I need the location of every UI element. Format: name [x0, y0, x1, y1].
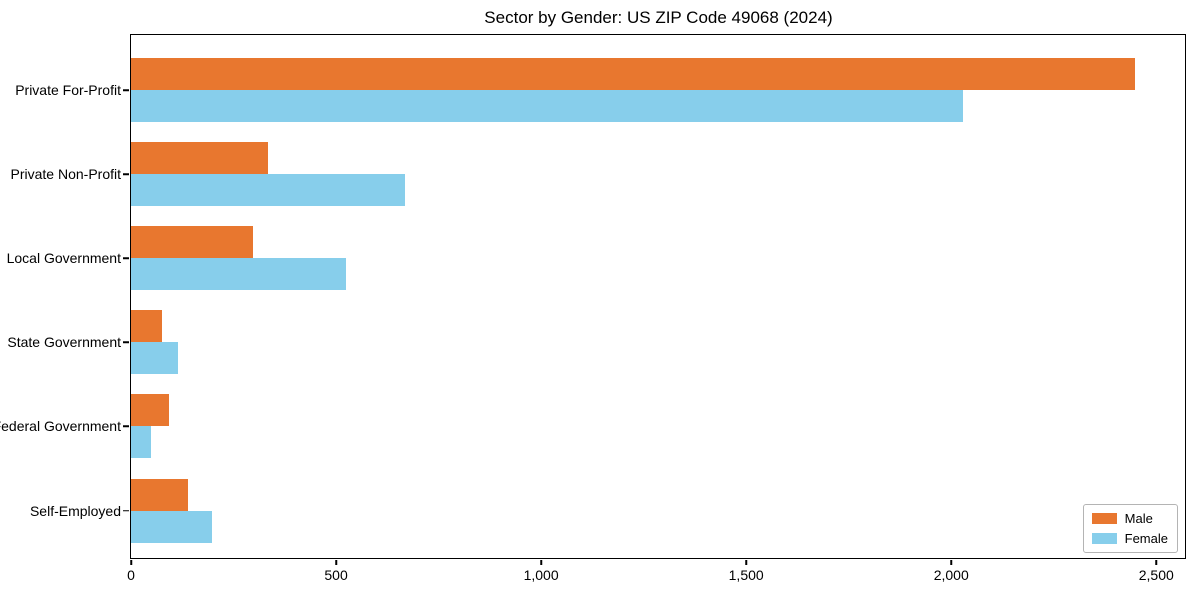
chart-title: Sector by Gender: US ZIP Code 49068 (202…: [484, 8, 833, 27]
bar-male-1: [131, 142, 269, 175]
legend: Male Female: [1082, 504, 1178, 553]
y-tick-label: State Government: [7, 334, 121, 351]
y-tick-label: Self-Employed: [29, 502, 121, 519]
x-tick-mark: [130, 559, 132, 565]
bar-female-5: [131, 510, 213, 543]
plot-area: Private For-Profit Private Non-Profit Loca…: [0, 34, 1186, 583]
legend-row: Male: [1091, 511, 1168, 526]
x-tick-mark: [540, 559, 542, 565]
x-tick-label: 1,500: [728, 567, 764, 583]
legend-row: Female: [1091, 531, 1168, 546]
bar-female-3: [131, 342, 178, 375]
x-tick-label: 1,000: [523, 567, 559, 583]
x-tick-label: 2,000: [933, 567, 969, 583]
legend-swatch-female: [1091, 533, 1117, 544]
bar-female-1: [131, 174, 405, 207]
y-tick-label: Private For-Profit: [15, 82, 121, 98]
y-tick-mark: [123, 425, 129, 428]
y-tick-mark: [123, 341, 129, 344]
y-tick-mark: [123, 89, 129, 91]
bar-female-2: [131, 258, 346, 291]
legend-swatch-male: [1091, 513, 1117, 524]
x-tick-mark: [950, 559, 952, 565]
y-tick-label: Private Non-Profit: [10, 166, 121, 183]
bar-female-0: [131, 90, 963, 122]
y-tick-mark: [123, 257, 129, 259]
bar-male-4: [131, 394, 170, 427]
x-tick-mark: [335, 559, 337, 565]
legend-label: Female: [1124, 531, 1168, 546]
x-tick-label: 0: [127, 567, 135, 583]
x-tick-label: 2,500: [1138, 567, 1174, 583]
x-tick-mark: [745, 559, 747, 565]
x-tick-mark: [1155, 559, 1158, 565]
bar-male-2: [131, 226, 253, 259]
y-tick-label: Federal Government: [0, 418, 121, 435]
y-tick-mark: [123, 509, 129, 512]
bar-male-0: [131, 58, 1135, 90]
bar-male-3: [131, 310, 163, 343]
bar-female-4: [131, 426, 152, 459]
y-tick-label: Local Government: [6, 250, 121, 267]
bar-male-5: [131, 478, 188, 511]
y-tick-mark: [123, 173, 129, 175]
legend-label: Male: [1124, 511, 1153, 526]
x-tick-label: 500: [324, 567, 348, 583]
